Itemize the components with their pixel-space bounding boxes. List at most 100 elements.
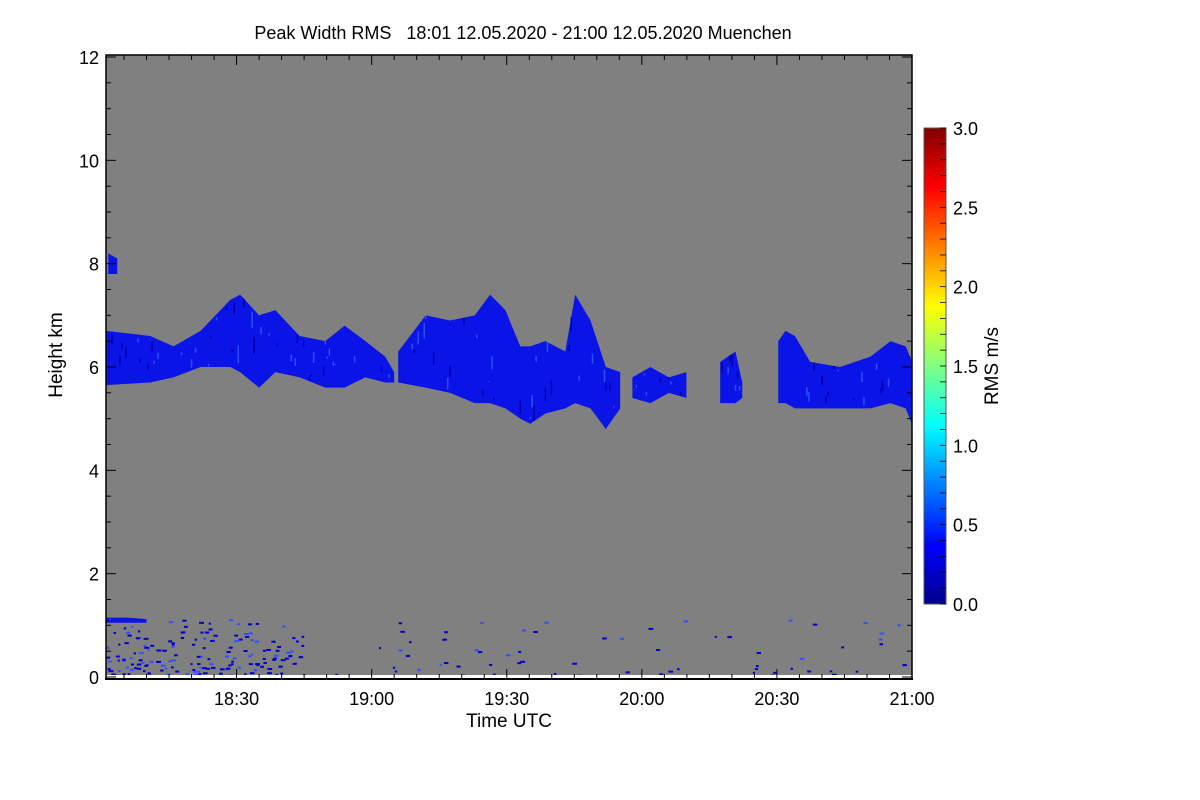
clutter-point: [151, 675, 154, 677]
clutter-point: [135, 637, 141, 640]
clutter-point: [113, 632, 116, 635]
clutter-point: [248, 663, 254, 666]
colorbar-tick-label: 3.0: [953, 119, 978, 139]
clutter-point: [139, 674, 144, 675]
clutter-point: [107, 668, 111, 671]
clutter-point: [444, 631, 448, 634]
clutter-point: [752, 671, 756, 674]
clutter-point: [180, 631, 184, 634]
clutter-point: [520, 660, 526, 663]
clutter-point: [272, 658, 276, 661]
clutter-point: [138, 659, 143, 662]
clutter-point: [226, 650, 231, 653]
clutter-point: [192, 669, 196, 672]
clutter-point: [277, 675, 280, 677]
clutter-point: [787, 675, 789, 677]
clutter-point: [130, 663, 135, 666]
clutter-point: [378, 647, 381, 650]
clutter-point: [229, 674, 233, 675]
clutter-point: [183, 675, 186, 677]
clutter-point: [301, 644, 305, 647]
clutter-point: [136, 675, 139, 677]
clutter-point: [863, 622, 868, 625]
clutter-point: [648, 627, 654, 630]
clutter-point: [621, 675, 623, 677]
clutter-point: [827, 675, 832, 677]
x-tick-label: 19:00: [349, 689, 394, 709]
clutter-point: [131, 625, 134, 628]
clutter-point: [271, 640, 276, 643]
clutter-point: [108, 670, 114, 673]
echo-layer: [106, 253, 912, 677]
clutter-point: [193, 670, 197, 673]
clutter-point: [162, 649, 167, 652]
clutter-point: [288, 655, 292, 658]
echo-region-cloud-layer-1: [106, 294, 395, 388]
clutter-point: [577, 674, 582, 675]
clutter-point: [144, 664, 148, 667]
clutter-point: [126, 631, 131, 634]
clutter-point: [248, 632, 253, 635]
clutter-point: [196, 655, 201, 658]
clutter-point: [518, 650, 522, 653]
clutter-point: [398, 622, 403, 625]
clutter-point: [171, 642, 175, 645]
clutter-point: [133, 652, 136, 655]
clutter-point: [137, 630, 141, 633]
clutter-point: [180, 637, 185, 640]
clutter-point: [231, 663, 234, 666]
clutter-point: [174, 675, 177, 677]
clutter-point: [599, 675, 601, 677]
echo-region-low-layer: [106, 617, 147, 623]
clutter-point: [253, 669, 258, 672]
clutter-point: [232, 657, 237, 660]
clutter-point: [142, 670, 146, 673]
clutter-point: [474, 649, 479, 652]
clutter-point: [136, 663, 142, 666]
clutter-point: [714, 635, 717, 638]
clutter-point: [228, 674, 233, 675]
clutter-point: [106, 646, 110, 649]
y-tick-label: 10: [79, 151, 99, 171]
clutter-point: [829, 670, 833, 673]
clutter-point: [171, 645, 176, 648]
clutter-point: [625, 671, 630, 674]
clutter-point: [255, 663, 260, 666]
clutter-point: [226, 667, 231, 670]
clutter-point: [755, 665, 759, 668]
clutter-point: [533, 630, 538, 633]
clutter-point: [272, 675, 275, 677]
clutter-point: [199, 621, 204, 624]
clutter-point: [439, 663, 442, 666]
clutter-point: [108, 660, 112, 663]
clutter-point: [878, 638, 883, 641]
clutter-point: [168, 640, 173, 643]
clutter-point: [203, 672, 208, 675]
y-tick-label: 2: [89, 565, 99, 585]
clutter-point: [129, 657, 133, 660]
colorbar-tick-label: 1.0: [953, 436, 978, 456]
clutter-point: [245, 636, 250, 639]
clutter-point: [244, 633, 249, 636]
clutter-point: [209, 663, 214, 666]
clutter-point: [879, 643, 884, 646]
clutter-point: [171, 659, 176, 662]
clutter-point: [754, 668, 758, 671]
y-tick-label: 6: [89, 358, 99, 378]
clutter-point: [122, 658, 126, 661]
clutter-point: [124, 642, 129, 645]
clutter-point: [120, 674, 125, 675]
clutter-point: [263, 661, 267, 664]
clutter-point: [254, 675, 257, 677]
clutter-point: [119, 675, 122, 677]
clutter-point: [136, 667, 142, 670]
clutter-point: [224, 655, 229, 658]
clutter-point: [442, 638, 448, 641]
clutter-point: [597, 674, 602, 675]
clutter-point: [290, 650, 294, 653]
clutter-point: [143, 637, 149, 640]
clutter-point: [275, 649, 280, 652]
clutter-point: [219, 668, 225, 671]
clutter-point: [243, 649, 248, 652]
clutter-point: [282, 625, 286, 628]
